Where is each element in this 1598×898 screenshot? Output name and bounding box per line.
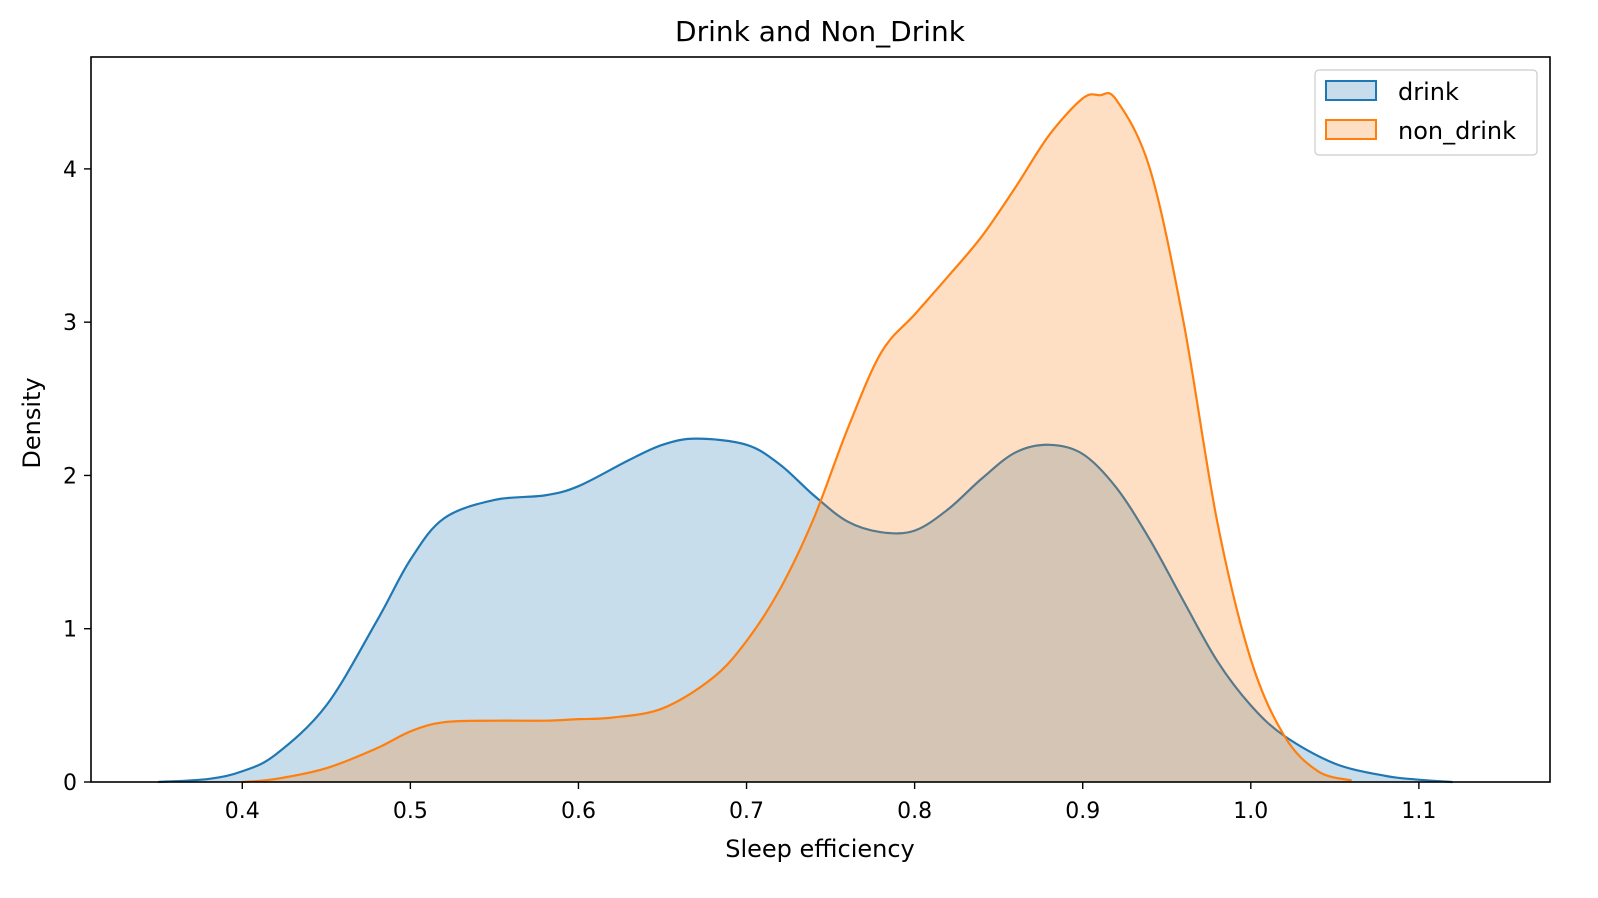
x-tick-label: 0.8 [897, 799, 932, 824]
legend: drink non_drink [1314, 69, 1538, 156]
x-tick-label: 0.7 [729, 799, 764, 824]
y-tick-label: 4 [63, 158, 77, 183]
y-axis: 0 1 2 3 4 [63, 158, 91, 796]
legend-label-non-drink: non_drink [1398, 117, 1516, 145]
series-area-non-drink [242, 93, 1352, 782]
chart-title: Drink and Non_Drink [675, 15, 966, 48]
x-tick-label: 1.1 [1401, 799, 1436, 824]
series-area-drink [158, 438, 1453, 782]
x-axis: 0.4 0.5 0.6 0.7 0.8 0.9 1.0 1.1 [225, 782, 1436, 824]
series-line-drink [158, 437, 1453, 784]
series-line-non-drink [242, 92, 1352, 784]
y-tick-label: 3 [63, 311, 77, 336]
legend-box [1314, 69, 1538, 156]
x-tick-label: 0.6 [561, 799, 596, 824]
plot-area [158, 92, 1453, 784]
y-tick-label: 2 [63, 464, 77, 489]
x-tick-label: 0.9 [1065, 799, 1100, 824]
x-tick-label: 1.0 [1233, 799, 1268, 824]
plot-frame [90, 56, 1551, 783]
y-tick-label: 0 [63, 771, 77, 796]
x-axis-label: Sleep efficiency [725, 835, 915, 863]
legend-swatch-drink [1325, 80, 1377, 101]
legend-swatch-non-drink [1325, 119, 1377, 140]
y-tick-label: 1 [63, 618, 77, 643]
x-tick-label: 0.4 [225, 799, 260, 824]
legend-label-drink: drink [1398, 78, 1459, 106]
y-axis-label: Density [18, 377, 46, 468]
x-tick-label: 0.5 [393, 799, 428, 824]
